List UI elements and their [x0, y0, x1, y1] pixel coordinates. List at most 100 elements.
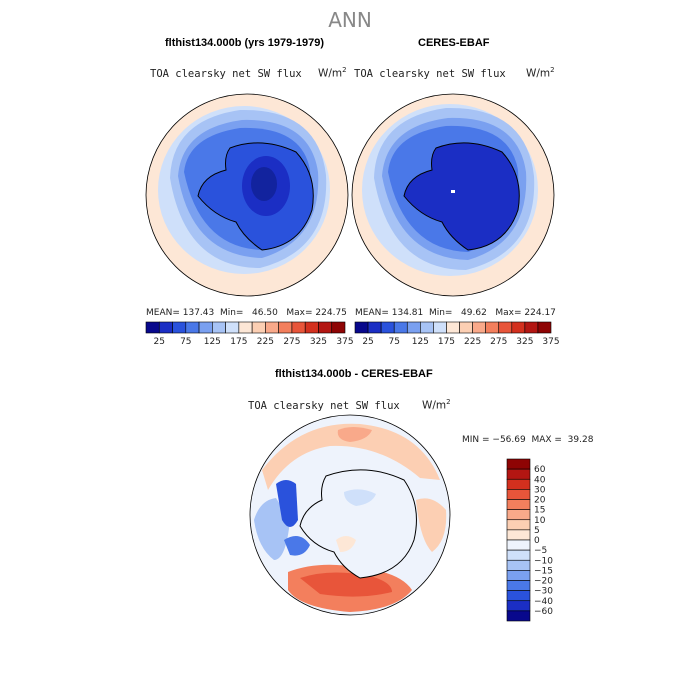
cb1-tick-label: 325: [310, 337, 327, 347]
cb3-tick-label: −60: [534, 607, 553, 617]
cb1-swatch-2: [172, 321, 187, 334]
map1-plateau-min: [251, 167, 277, 201]
cb3-swatch-2: [506, 478, 531, 490]
cb3-tick-label: 10: [534, 516, 546, 526]
cb3-tick-label: 60: [534, 465, 546, 475]
cb3-swatch-10: [506, 559, 531, 571]
cb3-swatch-14: [506, 600, 531, 612]
cb1-swatch-0: [145, 321, 160, 334]
cb2-swatch-0: [354, 321, 369, 334]
panel1-units: W/m2: [318, 66, 347, 80]
cb3-tick-label: −20: [534, 577, 553, 587]
cb1-swatch-9: [265, 321, 279, 334]
cb1-swatch-11: [291, 321, 306, 334]
map3-antarctica: [299, 469, 417, 579]
cb3-tick-label: 5: [534, 526, 540, 536]
panel3-map: [249, 414, 451, 616]
cb3-tick-label: −15: [534, 566, 553, 576]
cb1-swatch-7: [238, 321, 253, 334]
panel3-stats: MIN = −56.69 MAX = 39.28: [462, 435, 594, 445]
cb2-swatch-10: [485, 321, 500, 334]
cb1-tick-label: 375: [336, 337, 353, 347]
cb2-tick-label: 75: [388, 337, 399, 347]
panel3-title: flthist134.000b - CERES-EBAF: [275, 368, 433, 380]
panel2-map: [351, 93, 555, 297]
cb1-swatch-13: [318, 321, 333, 334]
cb2-swatch-7: [446, 321, 460, 334]
cb2-swatch-5: [420, 321, 434, 334]
panel1-colorbar: 25 75 125 175 225 275 325 375: [145, 321, 354, 347]
panel3-variable: TOA clearsky net SW flux: [248, 400, 400, 412]
cb2-swatch-3: [393, 321, 408, 334]
cb3-tick-label: 15: [534, 506, 545, 516]
panel3-units: W/m2: [422, 398, 451, 412]
cb3-swatch-6: [506, 519, 531, 531]
cb3-tick-label: −5: [534, 546, 547, 556]
map3-neg-sw: [284, 536, 310, 556]
cb2-tick-label: 375: [542, 337, 559, 347]
cb1-tick-label: 75: [180, 337, 191, 347]
map2-antarctica: [403, 142, 520, 251]
cb3-tick-label: −30: [534, 587, 553, 597]
cb2-swatch-14: [537, 321, 552, 334]
cb1-tick-label: 225: [257, 337, 274, 347]
map3-pos-south-core: [300, 572, 392, 597]
map2-missing-pixel: [451, 190, 455, 193]
cb3-swatch-0: [506, 458, 531, 470]
cb2-tick-label: 325: [516, 337, 533, 347]
cb3-tick-label: 30: [534, 485, 546, 495]
cb1-swatch-3: [185, 321, 200, 334]
cb2-swatch-13: [524, 321, 539, 334]
cb3-swatch-1: [506, 468, 531, 480]
cb2-swatch-11: [498, 321, 513, 334]
map3-pos-north: [262, 423, 440, 490]
cb2-tick-label: 25: [362, 337, 373, 347]
cb2-swatch-2: [380, 321, 395, 334]
cb2-tick-label: 225: [464, 337, 481, 347]
cb1-swatch-14: [331, 321, 346, 334]
cb3-tick-label: 40: [534, 475, 546, 485]
cb1-swatch-5: [212, 321, 226, 334]
cb3-swatch-5: [506, 509, 531, 521]
cb2-tick-label: 275: [490, 337, 507, 347]
cb3-swatch-3: [506, 489, 531, 500]
panel2-colorbar: 25 75 125 175 225 275 325 375: [354, 321, 560, 347]
cb1-swatch-6: [225, 321, 240, 334]
cb3-swatch-13: [506, 590, 531, 602]
cb3-tick-label: 0: [534, 536, 540, 546]
cb3-tick-label: −10: [534, 556, 553, 566]
cb3-tick-label: 20: [534, 496, 546, 506]
panel2-units: W/m2: [526, 66, 555, 80]
map3-boundary: [249, 414, 451, 616]
panel2-variable: TOA clearsky net SW flux: [354, 68, 506, 80]
map2-boundary: [351, 93, 555, 297]
cb1-swatch-1: [158, 321, 173, 334]
cb3-tick-label: −40: [534, 597, 553, 607]
map3-ross-anomaly: [336, 536, 356, 552]
cb1-tick-label: 275: [283, 337, 300, 347]
cb2-swatch-6: [433, 321, 447, 334]
map3-pos-north-core: [337, 427, 372, 442]
cb3-swatch-4: [506, 499, 531, 510]
panel2-stats: MEAN= 134.81 Min= 49.62 Max= 224.17: [355, 308, 556, 318]
cb2-swatch-12: [511, 321, 526, 334]
panel1-map: [145, 93, 349, 297]
cb3-swatch-11: [506, 570, 531, 581]
panel1-title: flthist134.000b (yrs 1979-1979): [165, 37, 324, 49]
cb1-swatch-10: [278, 321, 293, 334]
cb3-swatch-12: [506, 580, 531, 591]
cb2-tick-label: 175: [438, 337, 455, 347]
cb1-tick-label: 175: [230, 337, 247, 347]
figure-title: ANN: [328, 8, 372, 32]
cb3-swatch-7: [506, 529, 531, 541]
map3-interior-anomaly: [344, 489, 376, 506]
cb2-tick-label: 125: [412, 337, 429, 347]
map3-pos-east: [416, 498, 447, 552]
cb3-swatch-15: [506, 610, 531, 622]
cb3-swatch-8: [506, 539, 531, 551]
panel2-title: CERES-EBAF: [418, 37, 490, 49]
cb1-tick-label: 125: [204, 337, 221, 347]
map1-boundary: [145, 93, 349, 297]
